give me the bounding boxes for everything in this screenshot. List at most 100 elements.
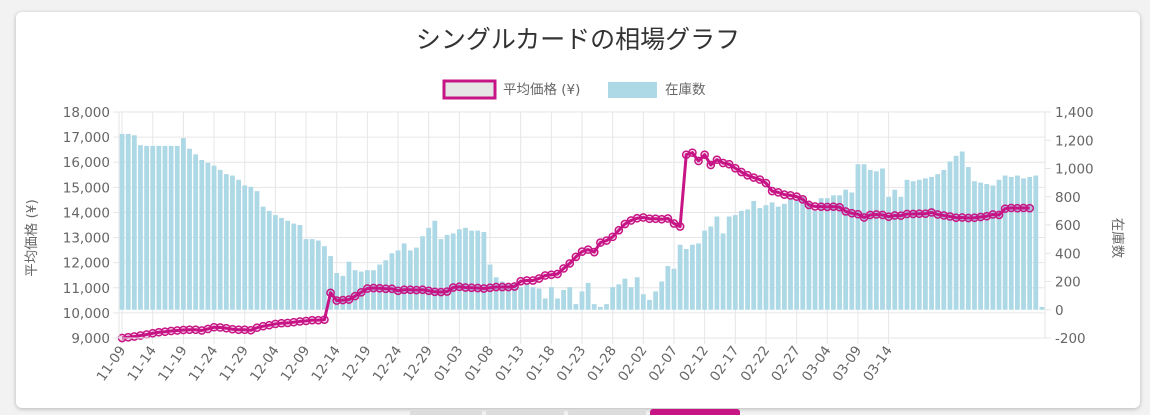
stock-bar[interactable] (659, 281, 665, 310)
stock-bar[interactable] (843, 189, 849, 310)
tab-3[interactable] (568, 409, 646, 415)
price-point[interactable] (234, 325, 243, 335)
stock-bar[interactable] (156, 145, 162, 310)
stock-bar[interactable] (739, 210, 744, 310)
stock-bar[interactable] (242, 185, 248, 310)
stock-bar[interactable] (794, 200, 800, 310)
price-point[interactable] (136, 331, 145, 340)
price-point[interactable] (816, 202, 826, 212)
stock-bar[interactable] (205, 162, 211, 310)
price-point[interactable] (228, 324, 237, 334)
stock-bar[interactable] (211, 165, 217, 310)
stock-bar[interactable] (199, 160, 205, 310)
price-point[interactable] (540, 271, 550, 280)
price-point[interactable] (455, 282, 464, 292)
price-point[interactable] (761, 178, 771, 188)
stock-bar[interactable] (506, 284, 511, 310)
price-point[interactable] (172, 326, 182, 335)
stock-bar[interactable] (223, 174, 229, 310)
stock-bar[interactable] (138, 145, 143, 310)
stock-bar[interactable] (604, 304, 609, 310)
price-point[interactable] (491, 282, 501, 292)
price-point[interactable] (638, 213, 648, 222)
stock-bar[interactable] (463, 227, 468, 310)
price-point[interactable] (724, 159, 734, 169)
stock-bar[interactable] (647, 299, 652, 310)
stock-bar[interactable] (892, 189, 898, 310)
stock-bar[interactable] (248, 186, 254, 310)
price-point[interactable] (786, 191, 795, 200)
price-point[interactable] (706, 160, 716, 170)
stock-bar[interactable] (628, 287, 634, 310)
price-point[interactable] (614, 225, 624, 235)
stock-bar[interactable] (346, 261, 352, 310)
stock-bar[interactable] (150, 145, 156, 310)
stock-bar[interactable] (407, 250, 413, 310)
price-point[interactable] (780, 190, 789, 199)
price-point[interactable] (798, 195, 808, 204)
price-point[interactable] (1006, 203, 1016, 213)
stock-bar[interactable] (432, 220, 438, 310)
price-point[interactable] (872, 210, 881, 219)
stock-bar[interactable] (867, 169, 873, 310)
price-point[interactable] (301, 316, 311, 326)
stock-bar[interactable] (665, 265, 671, 310)
price-point[interactable] (424, 286, 434, 296)
price-point[interactable] (277, 318, 286, 328)
stock-bar[interactable] (696, 243, 701, 310)
price-point[interactable] (822, 202, 832, 212)
stock-bar[interactable] (671, 268, 677, 310)
stock-bar[interactable] (1021, 178, 1026, 310)
price-point[interactable] (694, 156, 703, 166)
stock-bar[interactable] (824, 198, 830, 310)
stock-bar[interactable] (469, 230, 475, 310)
stock-bar[interactable] (567, 287, 573, 310)
stock-bar[interactable] (831, 195, 836, 310)
price-point[interactable] (295, 317, 305, 326)
price-point[interactable] (467, 283, 476, 293)
stock-bar[interactable] (941, 169, 947, 310)
stock-bar[interactable] (579, 291, 585, 310)
price-point[interactable] (258, 321, 268, 331)
stock-bar[interactable] (530, 287, 536, 310)
price-point[interactable] (510, 282, 519, 291)
stock-bar[interactable] (524, 284, 530, 310)
price-point[interactable] (700, 150, 709, 160)
stock-bar[interactable] (512, 282, 517, 310)
stock-bar[interactable] (438, 239, 444, 310)
stock-bar[interactable] (162, 145, 168, 310)
stock-bar[interactable] (125, 133, 131, 310)
stock-bar[interactable] (616, 284, 622, 310)
price-point[interactable] (215, 323, 225, 332)
price-point[interactable] (657, 214, 667, 224)
price-point[interactable] (320, 315, 329, 325)
price-point[interactable] (945, 212, 955, 221)
stock-bar[interactable] (193, 154, 199, 310)
price-point[interactable] (442, 287, 452, 296)
stock-bar[interactable] (548, 287, 554, 310)
price-point[interactable] (865, 210, 875, 220)
stock-bar[interactable] (800, 196, 806, 310)
price-point[interactable] (369, 283, 378, 293)
stock-bar[interactable] (1015, 175, 1020, 310)
price-point[interactable] (994, 210, 1004, 220)
stock-bar[interactable] (591, 304, 597, 310)
stock-bar[interactable] (340, 275, 346, 310)
stock-bar[interactable] (923, 178, 928, 310)
price-point[interactable] (988, 210, 998, 219)
stock-bar[interactable] (371, 270, 376, 310)
price-point[interactable] (240, 325, 250, 335)
stock-bar[interactable] (144, 145, 149, 310)
stock-bar[interactable] (542, 298, 548, 310)
price-point[interactable] (485, 283, 495, 293)
stock-bar[interactable] (751, 200, 757, 310)
stock-bar[interactable] (285, 220, 291, 310)
price-point[interactable] (516, 276, 526, 286)
stock-bar[interactable] (131, 135, 137, 310)
stock-bar[interactable] (493, 277, 499, 310)
price-point[interactable] (921, 209, 930, 219)
stock-bar[interactable] (389, 253, 395, 310)
price-point[interactable] (522, 276, 532, 285)
stock-bar[interactable] (781, 203, 787, 310)
stock-bar[interactable] (1027, 176, 1033, 310)
